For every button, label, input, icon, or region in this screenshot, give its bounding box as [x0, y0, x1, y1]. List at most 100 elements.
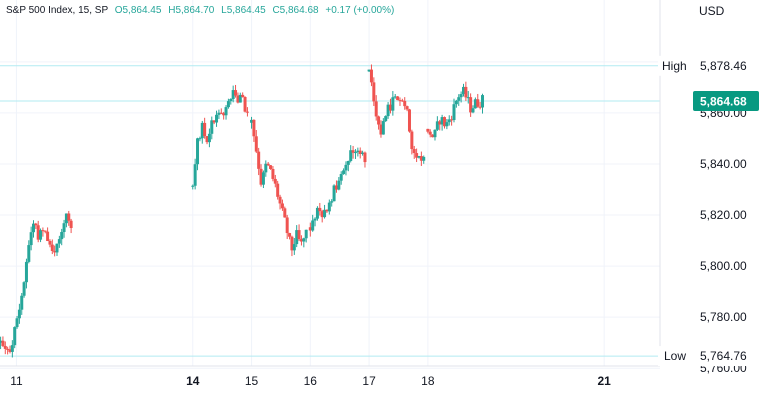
candle-body	[217, 112, 221, 115]
candle-body	[325, 209, 329, 212]
candle-body	[24, 261, 28, 283]
candle-body	[15, 318, 19, 328]
candle-body	[200, 122, 204, 139]
candle-body	[304, 229, 308, 239]
candle-body	[292, 244, 296, 251]
candle	[198, 136, 202, 142]
candle	[412, 145, 416, 159]
candle	[252, 119, 256, 142]
candle	[417, 155, 421, 159]
candle	[342, 168, 346, 175]
candle	[20, 293, 24, 315]
candle	[222, 111, 226, 120]
candle-body	[266, 163, 270, 166]
candle	[325, 209, 329, 213]
candle-body	[358, 150, 362, 154]
candle	[440, 114, 444, 131]
candle	[13, 326, 17, 349]
x-tick-label: 16	[304, 374, 318, 388]
candle	[276, 180, 280, 200]
candle	[236, 92, 240, 104]
candle	[346, 160, 350, 172]
low-marker-bg	[658, 346, 768, 367]
candle-body	[450, 119, 454, 121]
candle-body	[69, 220, 73, 229]
candle-body	[203, 122, 207, 137]
candle-body	[428, 131, 432, 135]
candle-body	[41, 230, 45, 232]
candle	[379, 120, 383, 138]
x-tick-label: 18	[421, 374, 435, 388]
candle	[367, 69, 371, 73]
candle	[332, 184, 336, 202]
candle-body	[67, 213, 71, 221]
candle-body	[50, 244, 54, 251]
candle-body	[461, 86, 465, 95]
candle-body	[433, 129, 437, 138]
candle	[43, 230, 47, 234]
candle-body	[384, 116, 388, 122]
x-axis[interactable]: 11 14 15 16 17 18 21	[0, 365, 660, 388]
y-tick-label: 5,820.00	[700, 208, 747, 222]
candle	[280, 199, 284, 211]
candle	[53, 245, 57, 257]
candle	[264, 160, 268, 177]
candle	[381, 118, 385, 135]
candle-body	[264, 163, 268, 173]
candle-body	[0, 340, 3, 343]
candle-body	[10, 345, 14, 352]
candle	[391, 91, 395, 116]
candle-body	[193, 164, 197, 186]
candle	[318, 202, 322, 216]
candle	[388, 98, 392, 114]
candle	[200, 120, 204, 144]
candle	[203, 117, 207, 139]
candle	[231, 85, 235, 103]
candle-body	[210, 120, 214, 134]
candle-body	[473, 99, 477, 109]
candle	[229, 98, 233, 105]
y-tick-label: 5,800.00	[700, 259, 747, 273]
candle	[464, 81, 468, 101]
candle	[344, 161, 348, 176]
candle	[250, 116, 254, 129]
candle-body	[351, 150, 355, 153]
candle-body	[205, 136, 209, 143]
low-label: Low	[664, 349, 686, 363]
candle	[327, 199, 331, 215]
candle-body	[62, 223, 66, 233]
candle	[207, 128, 211, 148]
candle	[269, 165, 273, 170]
candle	[398, 97, 402, 106]
candle-body	[398, 100, 402, 102]
candle-body	[393, 96, 397, 98]
candle-body	[440, 117, 444, 125]
candle-body	[1, 340, 5, 346]
candle-body	[53, 250, 57, 253]
candle	[457, 94, 461, 106]
candle	[353, 149, 357, 159]
grid-lines	[0, 0, 660, 369]
candle-body	[315, 207, 319, 219]
candle-body	[250, 119, 254, 123]
open-value: O5,864.45	[115, 5, 162, 16]
candle-body	[43, 230, 47, 232]
candle-body	[388, 104, 392, 111]
high-value: H5,864.70	[168, 5, 215, 16]
high-marker-bg	[658, 55, 768, 76]
candle-body	[396, 96, 400, 101]
candle-body	[334, 185, 338, 190]
candle	[384, 115, 388, 123]
candle	[3, 341, 7, 355]
last-price-tag: 5,864.68	[693, 90, 759, 111]
candle-body	[219, 112, 223, 114]
candle-body	[469, 97, 473, 113]
candle-body	[257, 151, 261, 169]
candle	[428, 129, 432, 138]
candle	[426, 128, 430, 134]
candle	[403, 97, 407, 110]
candle-body	[419, 156, 423, 161]
candle	[219, 108, 223, 115]
candle-body	[457, 97, 461, 101]
